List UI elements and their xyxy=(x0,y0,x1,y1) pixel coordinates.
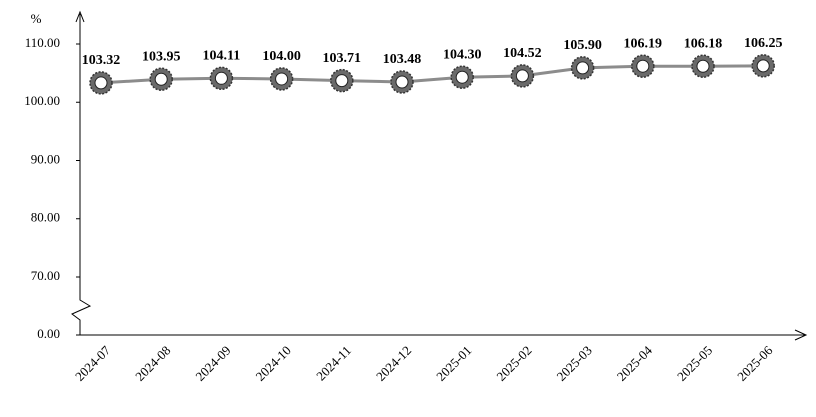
x-tick-label: 2025-01 xyxy=(433,343,474,384)
value-label: 106.25 xyxy=(744,36,783,51)
value-label: 104.30 xyxy=(443,47,482,62)
x-tick-label: 2025-06 xyxy=(734,342,776,384)
value-label: 103.71 xyxy=(323,51,362,66)
value-label: 103.32 xyxy=(82,53,121,68)
y-tick-label: 80.00 xyxy=(31,210,60,225)
marker-center xyxy=(696,59,710,73)
y-tick-label: 70.00 xyxy=(31,268,60,283)
marker-center xyxy=(94,76,108,90)
y-tick-label: 90.00 xyxy=(31,151,60,166)
y-tick-label: 100.00 xyxy=(24,93,60,108)
x-axis-arrow xyxy=(794,329,808,341)
x-tick-label: 2024-09 xyxy=(192,343,233,384)
x-tick-label: 2024-07 xyxy=(72,342,114,384)
x-tick-label: 2025-04 xyxy=(614,342,656,384)
value-label: 103.95 xyxy=(142,49,181,64)
value-label: 105.90 xyxy=(563,38,602,53)
y-tick-label: 0.00 xyxy=(37,326,60,341)
marker-center xyxy=(275,72,289,86)
value-label: 104.52 xyxy=(503,46,542,61)
y-tick-label: 110.00 xyxy=(25,35,60,50)
line xyxy=(100,64,764,85)
y-axis-unit: % xyxy=(31,11,42,26)
x-tick-label: 2025-02 xyxy=(493,343,534,384)
value-label: 104.00 xyxy=(262,49,301,64)
x-tick-label: 2024-10 xyxy=(253,343,294,384)
marker-center xyxy=(515,69,529,83)
marker-center xyxy=(214,71,228,85)
marker-center xyxy=(335,74,349,88)
marker-center xyxy=(154,72,168,86)
x-tick-label: 2024-11 xyxy=(313,343,354,384)
marker-center xyxy=(576,61,590,75)
marker-center xyxy=(756,59,770,73)
x-tick-label: 2025-03 xyxy=(554,343,595,384)
value-label: 106.18 xyxy=(684,36,723,51)
value-label: 104.11 xyxy=(203,49,241,64)
marker-center xyxy=(636,59,650,73)
value-label: 103.48 xyxy=(383,52,422,67)
y-axis xyxy=(71,14,92,335)
marker-center xyxy=(395,75,409,89)
marker-center xyxy=(455,70,469,84)
value-label: 106.19 xyxy=(624,36,663,51)
y-axis-arrow xyxy=(75,10,85,23)
x-tick-label: 2025-05 xyxy=(674,343,715,384)
x-tick-label: 2024-12 xyxy=(373,343,414,384)
x-tick-label: 2024-08 xyxy=(132,343,173,384)
